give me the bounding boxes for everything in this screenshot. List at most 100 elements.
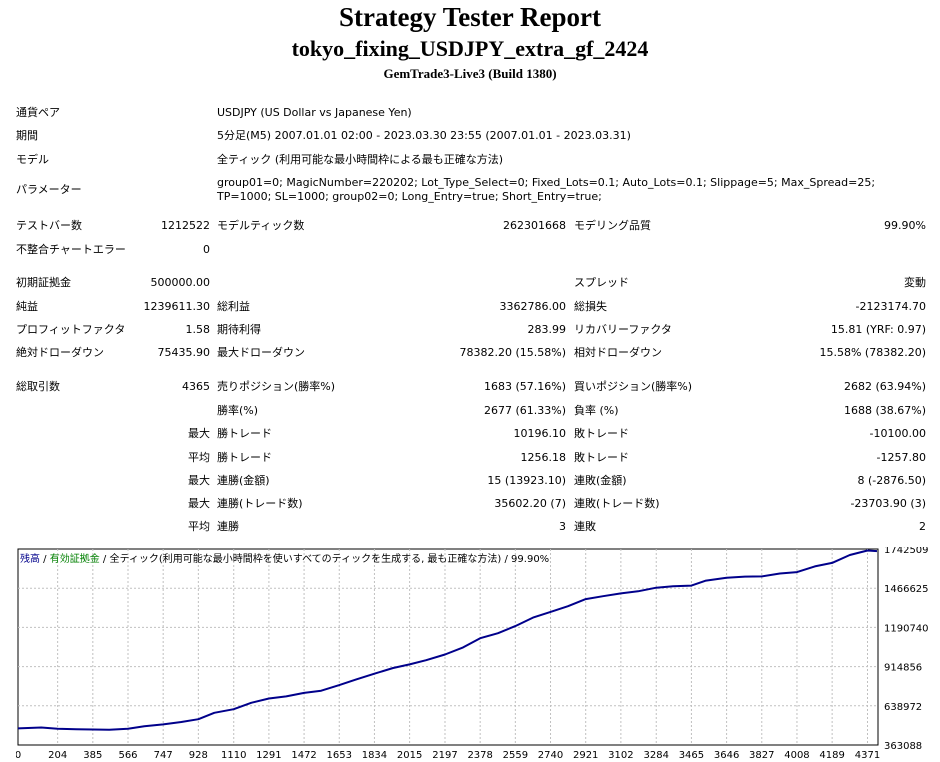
- largest-win-value: 10196.10: [513, 427, 567, 440]
- spread-label: スプレッド: [574, 276, 629, 289]
- consec-wins-money-label: 連勝(金額): [217, 474, 270, 487]
- parameters-label: パラメーター: [16, 183, 82, 196]
- x-tick-label: 3465: [679, 750, 704, 761]
- x-tick-label: 2378: [467, 750, 492, 761]
- y-tick-label: 363088: [884, 741, 922, 752]
- balance-chart: 0 204 385 566 747 928 1110 1291 1472 1653 1834 2015…: [16, 547, 929, 761]
- x-tick-label: 3102: [608, 750, 633, 761]
- x-tick-label: 4008: [784, 750, 809, 761]
- x-tick-label: 1653: [327, 750, 352, 761]
- mismatch-value: 0: [203, 243, 210, 256]
- period-label: 期間: [16, 129, 38, 142]
- quality-label: モデリング品質: [574, 219, 651, 232]
- legend-balance: 残高: [20, 554, 40, 565]
- avg-loss-label: 敗トレード: [574, 451, 629, 464]
- recovery-factor-label: リカバリーファクタ: [574, 323, 672, 336]
- x-tick-label: 1291: [256, 750, 281, 761]
- x-tick-label: 1472: [291, 750, 316, 761]
- avg-consec-wins-value: 3: [559, 520, 566, 533]
- win-rate-label: 勝率(%): [217, 404, 259, 417]
- short-positions-value: 1683 (57.16%): [483, 380, 566, 393]
- largest-loss-label: 敗トレード: [574, 427, 629, 440]
- x-tick-label: 385: [83, 750, 102, 761]
- recovery-factor-value: 15.81 (YRF: 0.97): [830, 323, 926, 336]
- quality-value: 99.90%: [884, 219, 926, 232]
- net-profit-value: 1239611.30: [143, 300, 210, 313]
- profit-factor-value: 1.58: [185, 323, 211, 336]
- gross-profit-value: 3362786.00: [499, 300, 566, 313]
- total-trades-value: 4365: [182, 380, 210, 393]
- largest-win-label: 勝トレード: [217, 427, 272, 440]
- bars-label: テストバー数: [16, 219, 82, 232]
- gross-profit-label: 総利益: [217, 300, 250, 313]
- chart-legend: 残高 / 有効証拠金 / 全ティック(利用可能な最小時間枠を使いすべてのティック…: [20, 550, 549, 565]
- legend-equity: 有効証拠金: [49, 554, 100, 565]
- parameters-value: group01=0; MagicNumber=220202; Lot_Type_…: [217, 176, 876, 203]
- page-title: Strategy Tester Report: [339, 2, 601, 32]
- max-label: 最大: [188, 474, 210, 487]
- bars-value: 1212522: [161, 219, 210, 232]
- x-tick-label: 2921: [573, 750, 598, 761]
- symbol-value: USDJPY (US Dollar vs Japanese Yen): [217, 106, 412, 119]
- average-label: 平均: [188, 451, 210, 464]
- period-value: 5分足(M5) 2007.01.01 02:00 - 2023.03.30 23…: [217, 129, 631, 142]
- abs-drawdown-value: 75435.90: [157, 346, 211, 359]
- abs-drawdown-label: 絶対ドローダウン: [16, 346, 104, 359]
- avg-consec-losses-value: 2: [919, 520, 926, 533]
- legend-separator: /: [99, 554, 110, 565]
- y-tick-label: 1190740: [884, 623, 929, 634]
- x-tick-label: 3827: [749, 750, 774, 761]
- x-tick-label: 928: [189, 750, 208, 761]
- consec-wins-money-value: 15 (13923.10): [487, 474, 566, 487]
- consec-loss-label: 連敗(トレード数): [574, 497, 660, 510]
- average-label: 平均: [188, 520, 210, 533]
- x-tick-label: 2197: [432, 750, 457, 761]
- model-value: 全ティック (利用可能な最小時間枠による最も正確な方法): [217, 153, 504, 166]
- ticks-value: 262301668: [503, 219, 566, 232]
- x-tick-label: 2559: [503, 750, 528, 761]
- avg-win-value: 1256.18: [520, 451, 567, 464]
- avg-consec-losses-label: 連敗: [574, 520, 596, 533]
- deposit-label: 初期証拠金: [16, 276, 71, 289]
- largest-loss-value: -10100.00: [869, 427, 926, 440]
- consec-losses-money-label: 連敗(金額): [574, 474, 627, 487]
- mismatch-label: 不整合チャートエラー: [16, 243, 126, 256]
- profit-factor-label: プロフィットファクタ: [16, 323, 126, 336]
- total-trades-label: 総取引数: [16, 380, 60, 393]
- x-tick-label: 2015: [397, 750, 422, 761]
- x-tick-label: 566: [118, 750, 137, 761]
- plot-frame: [17, 548, 879, 746]
- loss-rate-label: 負率 (%): [574, 404, 619, 417]
- y-tick-label: 638972: [884, 702, 922, 713]
- max-label: 最大: [188, 427, 210, 440]
- max-drawdown-value: 78382.20 (15.58%): [459, 346, 566, 359]
- x-tick-label: 747: [154, 750, 173, 761]
- long-positions-value: 2682 (63.94%): [843, 380, 926, 393]
- x-tick-label: 204: [48, 750, 67, 761]
- net-profit-label: 純益: [16, 300, 38, 313]
- gross-loss-value: -2123174.70: [855, 300, 926, 313]
- x-tick-label: 3646: [714, 750, 739, 761]
- win-rate-value: 2677 (61.33%): [483, 404, 566, 417]
- avg-consec-wins-label: 連勝: [217, 520, 239, 533]
- symbol-label: 通貨ペア: [16, 106, 60, 119]
- x-tick-label: 1110: [221, 750, 246, 761]
- rel-drawdown-label: 相対ドローダウン: [574, 346, 662, 359]
- balance-line: [17, 549, 878, 731]
- consec-loss-value: -23703.90 (3): [850, 497, 926, 510]
- consec-losses-money-value: 8 (-2876.50): [857, 474, 926, 487]
- max-label: 最大: [188, 497, 210, 510]
- loss-rate-value: 1688 (38.67%): [843, 404, 926, 417]
- avg-loss-value: -1257.80: [876, 451, 926, 464]
- x-tick-label: 4189: [819, 750, 844, 761]
- y-tick-label: 1466625: [884, 584, 929, 595]
- max-drawdown-label: 最大ドローダウン: [217, 346, 305, 359]
- legend-model-info: 全ティック(利用可能な最小時間枠を使いすべてのティックを生成する, 最も正確な方…: [109, 554, 550, 565]
- x-tick-label: 3284: [644, 750, 669, 761]
- x-tick-label: 0: [16, 750, 21, 761]
- spread-value: 変動: [904, 276, 926, 289]
- x-tick-label: 2740: [538, 750, 563, 761]
- expected-payoff-value: 283.99: [527, 323, 567, 336]
- expected-payoff-label: 期待利得: [217, 323, 261, 336]
- y-tick-label: 1742509: [884, 547, 929, 556]
